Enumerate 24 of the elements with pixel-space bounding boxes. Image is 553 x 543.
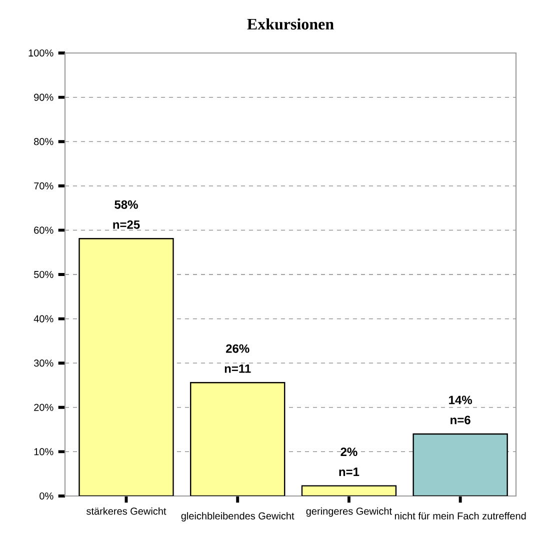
data-label: 26% [226, 344, 250, 353]
y-tick-label: 80% [34, 138, 54, 146]
x-tick-label: gleichbleibendes Gewicht [181, 512, 294, 522]
y-tick-label: 20% [34, 404, 54, 411]
data-label: 58% [114, 200, 138, 209]
chart-title: Exkursionen [247, 18, 334, 30]
annotation: n=1 [339, 468, 360, 476]
y-tick-label: 0% [40, 492, 54, 500]
y-tick-label: 40% [34, 315, 54, 322]
x-tick-label: stärkeres Gewicht [86, 507, 166, 515]
y-tick-label: 70% [34, 182, 54, 190]
data-label: 2% [340, 448, 358, 456]
x-tick-label: geringeres Gewicht [306, 507, 392, 517]
annotation: n=11 [224, 364, 251, 373]
annotation: n=6 [450, 416, 470, 424]
y-tick-label: 10% [34, 448, 54, 456]
x-tick-label: nicht für mein Fach zutreffend [394, 512, 526, 520]
y-tick-label: 50% [34, 270, 54, 278]
data-label: 14% [449, 396, 472, 404]
y-tick-label: 30% [34, 360, 54, 367]
y-tick-label: 90% [34, 94, 54, 101]
y-tick-label: 60% [34, 226, 54, 234]
annotation: n=25 [113, 220, 140, 229]
y-tick-label: 100% [28, 49, 54, 57]
